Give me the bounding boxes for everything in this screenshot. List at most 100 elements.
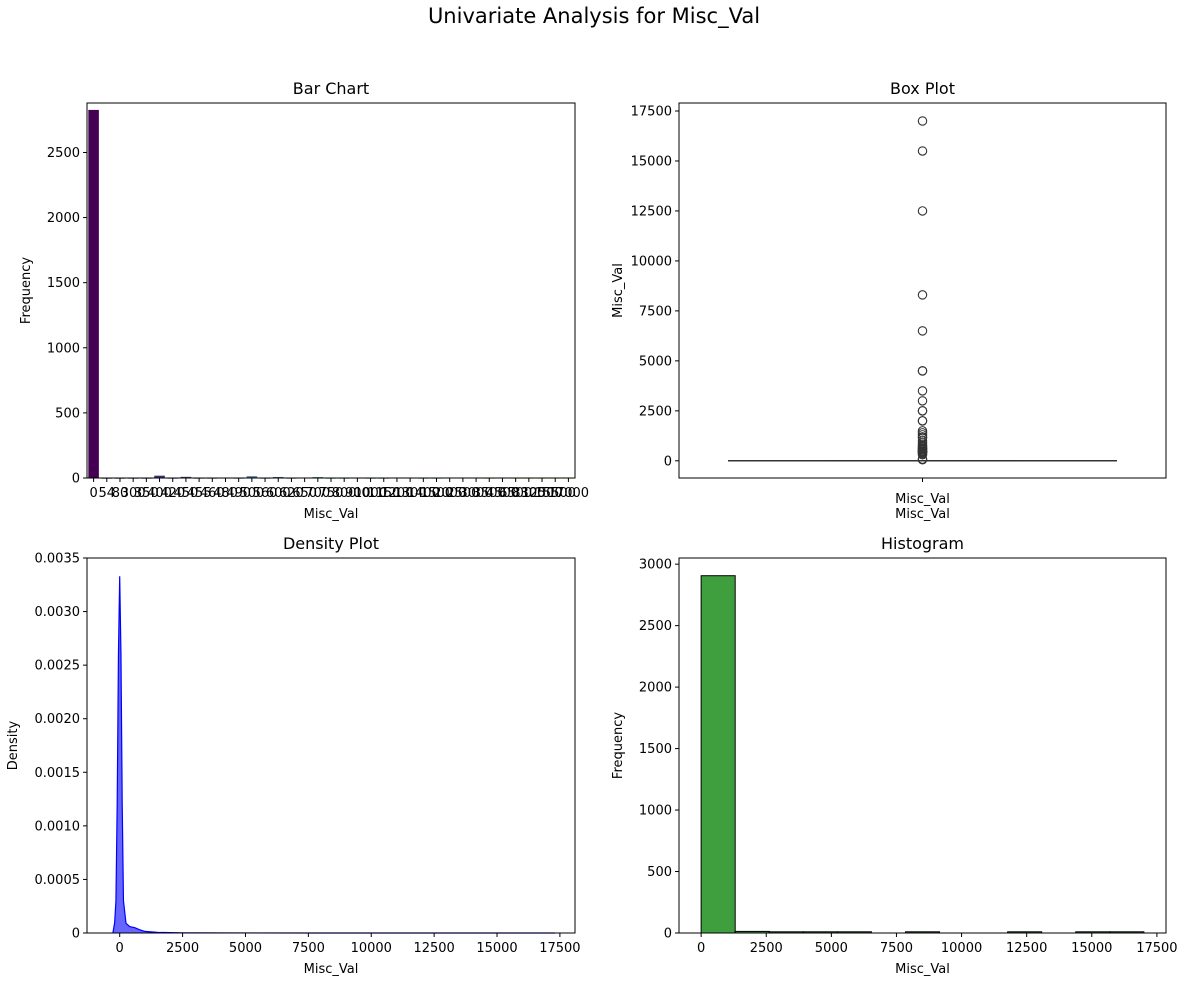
y-tick-label: 1500 bbox=[47, 276, 80, 291]
x-tick-label: 2500 bbox=[166, 941, 199, 956]
x-tick-label: 2500 bbox=[750, 941, 783, 956]
subplot-title: Bar Chart bbox=[293, 79, 369, 98]
x-tick-label: 12500 bbox=[521, 486, 562, 501]
outlier-point bbox=[917, 450, 928, 460]
y-axis-label: Density bbox=[6, 720, 21, 770]
x-tick-label: 700 bbox=[305, 486, 330, 501]
y-axis-label: Misc_Val bbox=[611, 263, 626, 318]
y-tick-label: 2500 bbox=[47, 146, 80, 161]
x-tick-label: 10000 bbox=[941, 941, 982, 956]
x-tick-label: 0 bbox=[116, 941, 124, 956]
x-tick-label: 420 bbox=[160, 486, 185, 501]
outlier-point bbox=[917, 146, 928, 156]
x-tick-label: 1000 bbox=[354, 486, 387, 501]
y-tick-label: 500 bbox=[647, 865, 672, 880]
x-tick-label: 17500 bbox=[1136, 941, 1177, 956]
y-tick-label: 2000 bbox=[47, 211, 80, 226]
x-tick-label: Misc_Val bbox=[895, 492, 950, 507]
axes-frame bbox=[86, 102, 576, 479]
x-tick-label: 7500 bbox=[880, 941, 913, 956]
bar bbox=[154, 475, 165, 478]
axes-frame bbox=[678, 557, 1167, 934]
x-tick-label: 17500 bbox=[539, 941, 580, 956]
x-axis-label: Misc_Val bbox=[895, 507, 950, 522]
x-tick-label: 6500 bbox=[499, 486, 532, 501]
subplot-2: Box PlotMisc_ValMisc_Val0250050007500100… bbox=[611, 79, 1167, 522]
y-tick-label: 7500 bbox=[639, 304, 672, 319]
x-tick-label: 15500 bbox=[535, 486, 576, 501]
y-tick-label: 0.0020 bbox=[35, 712, 81, 727]
outlier-point bbox=[917, 416, 928, 426]
outlier-point bbox=[917, 406, 928, 416]
density-area bbox=[112, 576, 555, 933]
x-tick-label: 2500 bbox=[446, 486, 479, 501]
y-axis-label: Frequency bbox=[611, 712, 626, 779]
x-tick-label: 2000 bbox=[433, 486, 466, 501]
outlier-point bbox=[917, 116, 928, 126]
x-tick-label: 17000 bbox=[548, 486, 589, 501]
y-tick-label: 0.0030 bbox=[35, 605, 81, 620]
y-tick-label: 0.0015 bbox=[35, 766, 81, 781]
x-tick-label: 620 bbox=[279, 486, 304, 501]
x-tick-label: 600 bbox=[266, 486, 291, 501]
x-tick-label: 0 bbox=[89, 486, 97, 501]
y-tick-label: 0.0035 bbox=[35, 552, 81, 567]
x-tick-label: 490 bbox=[226, 486, 251, 501]
x-tick-label: 0 bbox=[697, 941, 705, 956]
x-tick-label: 12500 bbox=[413, 941, 454, 956]
x-tick-label: 560 bbox=[253, 486, 278, 501]
x-tick-label: 3000 bbox=[460, 486, 493, 501]
outlier-point bbox=[917, 386, 928, 396]
y-tick-label: 0 bbox=[72, 472, 80, 487]
y-tick-label: 1000 bbox=[639, 804, 672, 819]
x-tick-label: 12500 bbox=[1006, 941, 1047, 956]
y-tick-label: 10000 bbox=[631, 254, 672, 269]
x-tick-label: 500 bbox=[239, 486, 264, 501]
y-tick-label: 0 bbox=[664, 454, 672, 469]
y-tick-label: 0 bbox=[72, 927, 80, 942]
subplot-title: Density Plot bbox=[283, 534, 379, 553]
y-tick-label: 1000 bbox=[47, 341, 80, 356]
x-tick-label: 750 bbox=[319, 486, 344, 501]
y-axis-label: Frequency bbox=[19, 257, 34, 324]
bar bbox=[180, 476, 192, 478]
y-tick-label: 1500 bbox=[639, 742, 672, 757]
x-tick-label: 10000 bbox=[351, 941, 392, 956]
x-tick-label: 350 bbox=[134, 486, 159, 501]
y-tick-label: 5000 bbox=[639, 354, 672, 369]
x-tick-label: 7500 bbox=[292, 941, 325, 956]
x-tick-label: 54 bbox=[99, 486, 116, 501]
x-tick-label: 3500 bbox=[473, 486, 506, 501]
x-tick-label: 1150 bbox=[367, 486, 400, 501]
x-tick-label: 1400 bbox=[407, 486, 440, 501]
outlier-point bbox=[917, 454, 928, 465]
subplot-3: Density Plot Misc_Val Density 0 0.0005 0.0010… bbox=[6, 534, 581, 977]
x-tick-label: 460 bbox=[200, 486, 225, 501]
x-tick-label: 1200 bbox=[380, 486, 413, 501]
outlier-point bbox=[917, 326, 928, 336]
bar bbox=[272, 476, 284, 478]
x-tick-label: 650 bbox=[292, 486, 317, 501]
y-tick-label: 0.0010 bbox=[35, 819, 81, 834]
y-tick-label: 0.0025 bbox=[35, 659, 81, 674]
x-axis-label: Misc_Val bbox=[304, 962, 359, 977]
outlier-point bbox=[917, 396, 928, 406]
y-tick-label: 12500 bbox=[631, 204, 672, 219]
x-tick-label: 1300 bbox=[394, 486, 427, 501]
subplot-title: Box Plot bbox=[890, 79, 955, 98]
x-tick-label: 5000 bbox=[815, 941, 848, 956]
x-tick-label: 480 bbox=[213, 486, 238, 501]
x-tick-label: 450 bbox=[174, 486, 199, 501]
density-line bbox=[112, 576, 555, 934]
axes-frame bbox=[86, 557, 576, 934]
y-tick-label: 17500 bbox=[631, 104, 672, 119]
x-tick-label: 455 bbox=[187, 486, 212, 501]
x-tick-label: 1500 bbox=[420, 486, 453, 501]
figure-title: Univariate Analysis for Misc_Val bbox=[427, 4, 761, 28]
outlier-point bbox=[917, 366, 928, 376]
x-tick-label: 400 bbox=[147, 486, 172, 501]
x-axis-label: Misc_Val bbox=[895, 962, 950, 977]
subplot-1: Bar ChartMisc_ValFrequency05001000150020… bbox=[19, 79, 589, 522]
